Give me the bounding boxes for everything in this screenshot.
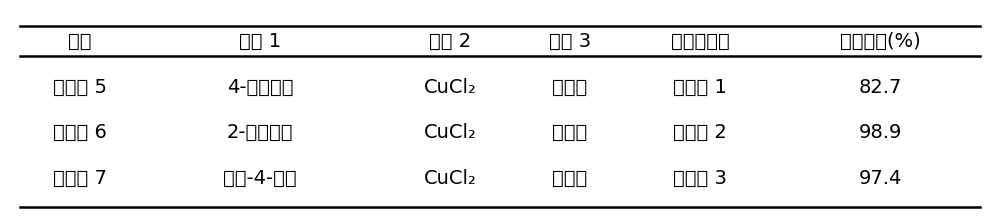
Text: 氯化铵: 氯化铵: [552, 169, 588, 188]
Text: 组分 1: 组分 1: [239, 32, 281, 51]
Text: 4-溴苯硼酸: 4-溴苯硼酸: [227, 78, 293, 97]
Text: 实施例 6: 实施例 6: [53, 123, 107, 142]
Text: 编号: 编号: [68, 32, 92, 51]
Text: 实施例 3: 实施例 3: [673, 169, 727, 188]
Text: 98.9: 98.9: [858, 123, 902, 142]
Text: CuCl₂: CuCl₂: [424, 78, 476, 97]
Text: 实施例 5: 实施例 5: [53, 78, 107, 97]
Text: CuCl₂: CuCl₂: [424, 123, 476, 142]
Text: 82.7: 82.7: [858, 78, 902, 97]
Text: 氯化铵: 氯化铵: [552, 123, 588, 142]
Text: CuCl₂: CuCl₂: [424, 169, 476, 188]
Text: 97.4: 97.4: [858, 169, 902, 188]
Text: 组分 3: 组分 3: [549, 32, 591, 51]
Text: 对应实施例: 对应实施例: [671, 32, 729, 51]
Text: 2-氯苯硼酸: 2-氯苯硼酸: [227, 123, 293, 142]
Text: 产物收率(%): 产物收率(%): [840, 32, 920, 51]
Text: 实施例 2: 实施例 2: [673, 123, 727, 142]
Text: 氯化铵: 氯化铵: [552, 78, 588, 97]
Text: 组分 2: 组分 2: [429, 32, 471, 51]
Text: 实施例 7: 实施例 7: [53, 169, 107, 188]
Text: 实施例 1: 实施例 1: [673, 78, 727, 97]
Text: 吡啶-4-硼酸: 吡啶-4-硼酸: [223, 169, 297, 188]
